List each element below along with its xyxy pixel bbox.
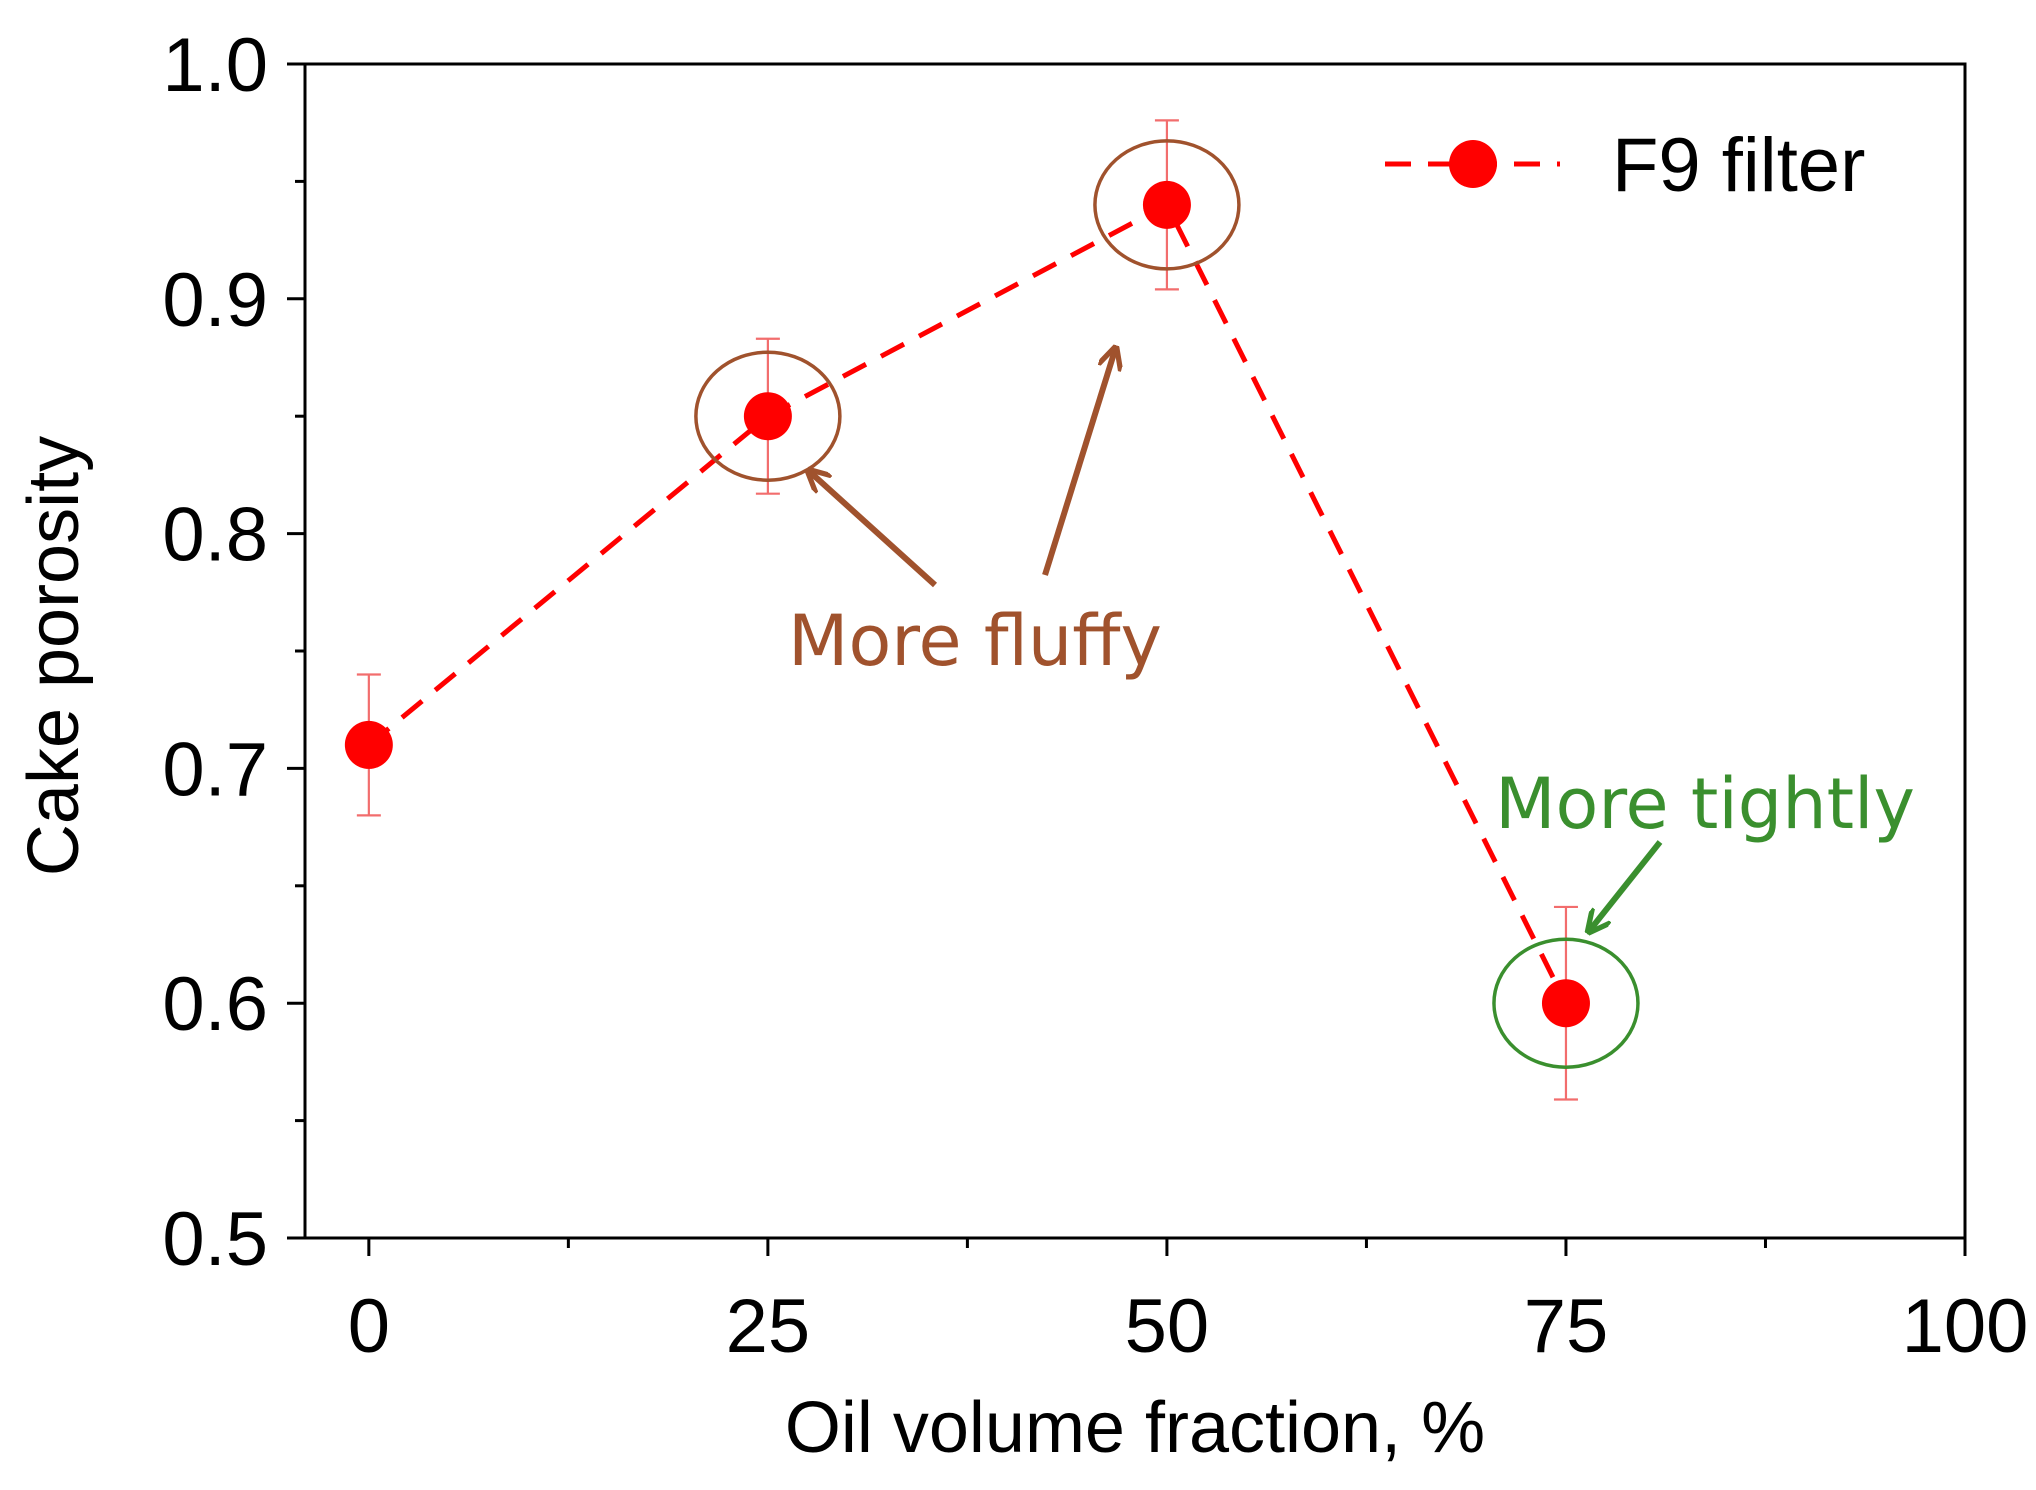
x-tick-label: 25 [726,1284,811,1369]
annotation-arrow [1042,350,1115,576]
plot-area: 0 25 50 75 100 0.5 0.6 0.7 0.8 0.9 1.0 Oil volume f… [14,23,2028,1468]
x-tick-label: 75 [1524,1284,1609,1369]
data-point [1541,979,1590,1028]
annotation-arrow [810,472,938,588]
data-point [1142,180,1191,229]
annotation-arrow [1590,840,1663,930]
y-axis-title: Cake porosity [14,436,94,876]
x-tick-label: 50 [1125,1284,1210,1369]
y-tick-label: 0.6 [162,962,268,1047]
data-point [344,720,393,769]
data-point [743,392,792,441]
y-tick-label: 0.5 [162,1197,268,1282]
annotation-more-tightly: More tightly [1495,763,1915,845]
y-tick-label: 0.8 [162,493,268,578]
x-axis-title: Oil volume fraction, % [785,1388,1485,1468]
x-tick-label: 0 [348,1284,390,1369]
highlight-ellipse [1093,139,1241,271]
series-line [367,201,1569,1005]
legend-label: F9 filter [1612,123,1865,208]
y-tick-label: 0.7 [162,727,268,812]
legend-marker [1449,140,1497,188]
annotation-more-fluffy: More fluffy [788,600,1162,682]
highlight-ellipse [694,350,842,482]
highlight-ellipse [1492,937,1640,1069]
x-tick-label: 100 [1902,1284,2029,1369]
y-tick-label: 1.0 [162,23,268,108]
y-tick-label: 0.9 [162,258,268,343]
